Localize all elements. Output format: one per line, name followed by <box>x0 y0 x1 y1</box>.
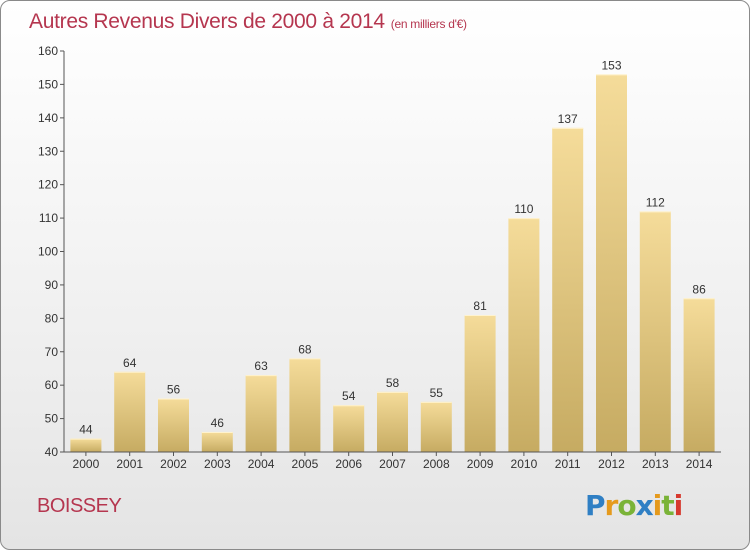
x-tick-label: 2003 <box>204 457 231 471</box>
x-tick-label: 2008 <box>423 457 450 471</box>
y-tick-label: 150 <box>38 77 58 91</box>
y-tick-label: 70 <box>45 345 59 359</box>
y-tick-label: 140 <box>38 111 58 125</box>
y-tick-label: 40 <box>45 445 59 459</box>
bar-value-label: 63 <box>254 359 268 373</box>
x-tick-label: 2009 <box>467 457 494 471</box>
bar-value-label: 46 <box>211 416 225 430</box>
bar-value-label: 110 <box>514 202 533 216</box>
x-tick-label: 2000 <box>73 457 100 471</box>
x-tick-label: 2002 <box>160 457 187 471</box>
x-tick-label: 2013 <box>642 457 669 471</box>
chart-subtitle: (en milliers d'€) <box>390 17 467 31</box>
bar <box>333 405 365 452</box>
x-tick-label: 2005 <box>292 457 319 471</box>
bar-value-label: 112 <box>646 195 665 209</box>
bar <box>377 391 408 452</box>
bar-value-label: 44 <box>79 423 93 437</box>
x-axis: 2000 2001 2002 2003 2004 2005 2006 2007 2008 2009… <box>64 451 721 471</box>
x-tick-label: 2011 <box>555 457 581 471</box>
bar <box>596 74 627 453</box>
bar-value-label: 86 <box>692 282 706 296</box>
location-label: BOISSEY <box>37 495 122 517</box>
x-tick-label: 2010 <box>511 457 538 471</box>
bar-value-label: 54 <box>342 389 356 403</box>
x-tick-label: 2004 <box>248 457 275 471</box>
bar <box>158 398 189 452</box>
bar-value-label: 68 <box>298 342 312 356</box>
bar <box>114 371 146 452</box>
bar <box>464 314 496 452</box>
bar-value-label: 137 <box>558 112 578 126</box>
bar <box>639 211 671 452</box>
bar <box>552 127 584 452</box>
bar <box>245 375 277 452</box>
bar-value-label: 55 <box>430 386 444 400</box>
bar-value-label: 81 <box>473 299 487 313</box>
x-tick-label: 2006 <box>335 457 362 471</box>
y-tick-label: 50 <box>45 412 59 426</box>
y-tick-label: 130 <box>38 144 58 158</box>
y-tick-label: 120 <box>38 178 58 192</box>
bar <box>420 401 452 452</box>
chart-title: Autres Revenus Divers de 2000 à 2014 (en … <box>29 10 467 34</box>
x-tick-label: 2014 <box>686 457 713 471</box>
y-tick-label: 160 <box>38 44 58 58</box>
x-tick-label: 2007 <box>379 457 406 471</box>
bar-value-label: 153 <box>601 58 621 72</box>
bar-value-label: 56 <box>167 383 181 397</box>
y-tick-label: 90 <box>45 278 59 292</box>
bar-value-label: 58 <box>386 376 400 390</box>
x-tick-label: 2001 <box>116 457 143 471</box>
y-tick-label: 80 <box>45 311 59 325</box>
bar <box>289 358 321 452</box>
chart-title-text: Autres Revenus Divers de 2000 à 2014 <box>29 10 385 33</box>
x-tick-label: 2012 <box>598 457 625 471</box>
bar <box>683 298 715 452</box>
bar-value-label: 64 <box>123 356 137 370</box>
bars: 44 64 56 46 63 68 54 58 55 81 110 137 153 112 86 <box>70 58 715 453</box>
bar <box>201 431 233 452</box>
y-tick-label: 110 <box>39 211 58 225</box>
y-tick-label: 100 <box>38 245 58 259</box>
y-tick-label: 60 <box>45 378 59 392</box>
proxiti-logo: Proxiti <box>585 489 683 522</box>
bar <box>70 438 102 452</box>
y-axis: 40 50 60 70 80 90 100 110 120 130 140 150 160 <box>38 44 65 459</box>
bar <box>508 218 540 452</box>
